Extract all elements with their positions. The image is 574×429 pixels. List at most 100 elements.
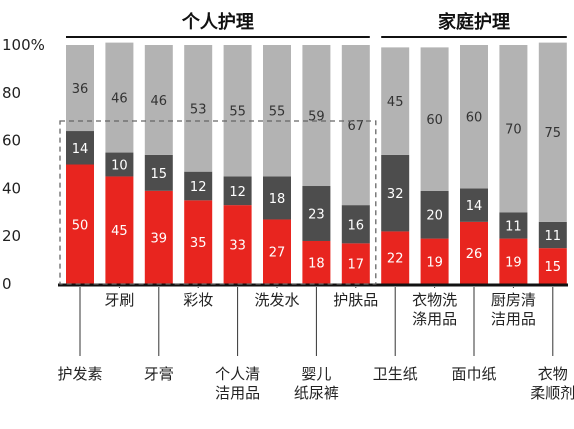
- category-label: 厨房清洁用品: [491, 291, 536, 328]
- bar-segment: [144, 154, 173, 191]
- category-label: 彩妆: [183, 291, 213, 309]
- bar-segment: [223, 205, 252, 284]
- y-axis-ticks: 0 20 40 60 80 100%: [2, 36, 45, 293]
- bar-segment: [460, 221, 488, 284]
- data-label: 33: [229, 239, 246, 254]
- category-label: 面巾纸: [451, 365, 496, 383]
- category-label-line: 牙刷: [104, 291, 134, 309]
- data-label: 35: [190, 236, 207, 251]
- data-label: 15: [151, 167, 168, 182]
- data-label: 67: [348, 119, 365, 134]
- category-label-line: 衣物: [538, 365, 568, 383]
- bar-segment: [66, 131, 94, 165]
- data-label: 14: [466, 199, 483, 214]
- data-label: 11: [505, 219, 522, 234]
- y-tick-label: 80: [2, 84, 21, 102]
- y-tick-label: 40: [2, 179, 21, 197]
- data-label: 19: [505, 255, 522, 270]
- bar-segment: [381, 231, 410, 284]
- data-label: 15: [545, 260, 562, 275]
- data-label: 46: [151, 94, 168, 109]
- y-tick-label: 20: [2, 227, 21, 245]
- data-label: 75: [545, 126, 562, 141]
- data-label: 23: [308, 207, 325, 222]
- category-label: 护肤品: [333, 291, 378, 309]
- bar-segment: [341, 205, 370, 244]
- category-label: 个人清洁用品: [215, 365, 260, 402]
- bar-segment: [184, 171, 213, 201]
- category-label: 婴儿纸尿裤: [294, 365, 339, 402]
- data-label: 14: [72, 142, 89, 157]
- bar-segment: [302, 45, 331, 187]
- category-label: 衣物柔顺剂: [530, 365, 574, 402]
- data-label: 45: [111, 224, 128, 239]
- bar-segment: [302, 186, 331, 241]
- bar-segment: [105, 42, 134, 153]
- annotation-layer: [59, 36, 567, 285]
- group-title-household-care: 家庭护理: [438, 11, 510, 33]
- data-label: 46: [111, 92, 128, 107]
- data-label: 18: [269, 192, 286, 207]
- bar-segment: [341, 45, 370, 206]
- bar-segment: [381, 47, 410, 155]
- category-label-line: 涤用品: [412, 310, 457, 328]
- data-label: 36: [72, 82, 89, 97]
- group-title-personal-care: 个人护理: [181, 11, 254, 33]
- data-label: 70: [505, 123, 522, 138]
- category-label-line: 厨房清: [491, 291, 536, 309]
- bar-segment: [420, 238, 449, 284]
- bar-segment: [66, 164, 94, 284]
- data-label: 18: [308, 256, 325, 271]
- bar-segment: [499, 238, 528, 284]
- bar-segment: [538, 221, 567, 249]
- data-label: 12: [190, 180, 207, 195]
- bar-segment: [263, 219, 291, 284]
- category-label: 护发素: [57, 365, 102, 383]
- data-label: 60: [426, 113, 443, 128]
- data-label: 53: [190, 102, 207, 117]
- category-label-line: 洗发水: [254, 291, 299, 309]
- bar-segment: [144, 190, 173, 284]
- bar-segment: [144, 45, 173, 155]
- data-label: 39: [151, 231, 168, 246]
- group-titles: 个人护理 家庭护理: [181, 11, 510, 33]
- bar-segment: [223, 176, 252, 206]
- bar-segment: [420, 190, 449, 239]
- category-label-line: 洁用品: [215, 384, 260, 402]
- bars: 50 14 36 45 10 46 39 15 46 35 12 53 33 12 55 27 18 55 18 23…: [58, 42, 568, 287]
- data-label: 32: [387, 187, 404, 202]
- category-label: 牙刷: [104, 291, 134, 309]
- data-label: 55: [269, 105, 286, 120]
- bar-segment: [263, 45, 291, 177]
- bar-segment: [538, 42, 567, 222]
- data-label: 19: [426, 255, 443, 270]
- bar-segment: [105, 176, 134, 284]
- data-label: 55: [229, 105, 246, 120]
- category-labels: 护发素牙刷牙膏彩妆个人清洁用品洗发水婴儿纸尿裤护肤品卫生纸衣物洗涤用品面巾纸厨房…: [57, 287, 574, 402]
- category-label-line: 纸尿裤: [294, 384, 339, 402]
- category-label-line: 卫生纸: [373, 365, 418, 383]
- category-label: 衣物洗涤用品: [412, 291, 457, 328]
- category-label-line: 衣物洗: [412, 291, 457, 309]
- highlight-box: [59, 120, 377, 285]
- bar-segment: [420, 47, 449, 191]
- data-label: 17: [348, 258, 365, 273]
- bar-segment: [263, 176, 291, 220]
- category-label: 洗发水: [254, 291, 299, 309]
- bar-segment: [499, 212, 528, 239]
- data-label: 50: [72, 218, 89, 233]
- data-label: 11: [545, 229, 562, 244]
- category-label-line: 护发素: [57, 365, 102, 383]
- data-label: 27: [269, 246, 286, 261]
- data-label: 12: [229, 185, 246, 200]
- bar-segment: [184, 200, 213, 284]
- data-label: 26: [466, 247, 483, 262]
- bar-segment: [538, 248, 567, 284]
- category-label-line: 柔顺剂: [530, 384, 574, 402]
- bar-segment: [381, 154, 410, 232]
- category-label-line: 个人清: [215, 365, 260, 383]
- category-label: 卫生纸: [373, 365, 418, 383]
- bar-segment: [223, 45, 252, 177]
- category-label-line: 护肤品: [333, 291, 378, 309]
